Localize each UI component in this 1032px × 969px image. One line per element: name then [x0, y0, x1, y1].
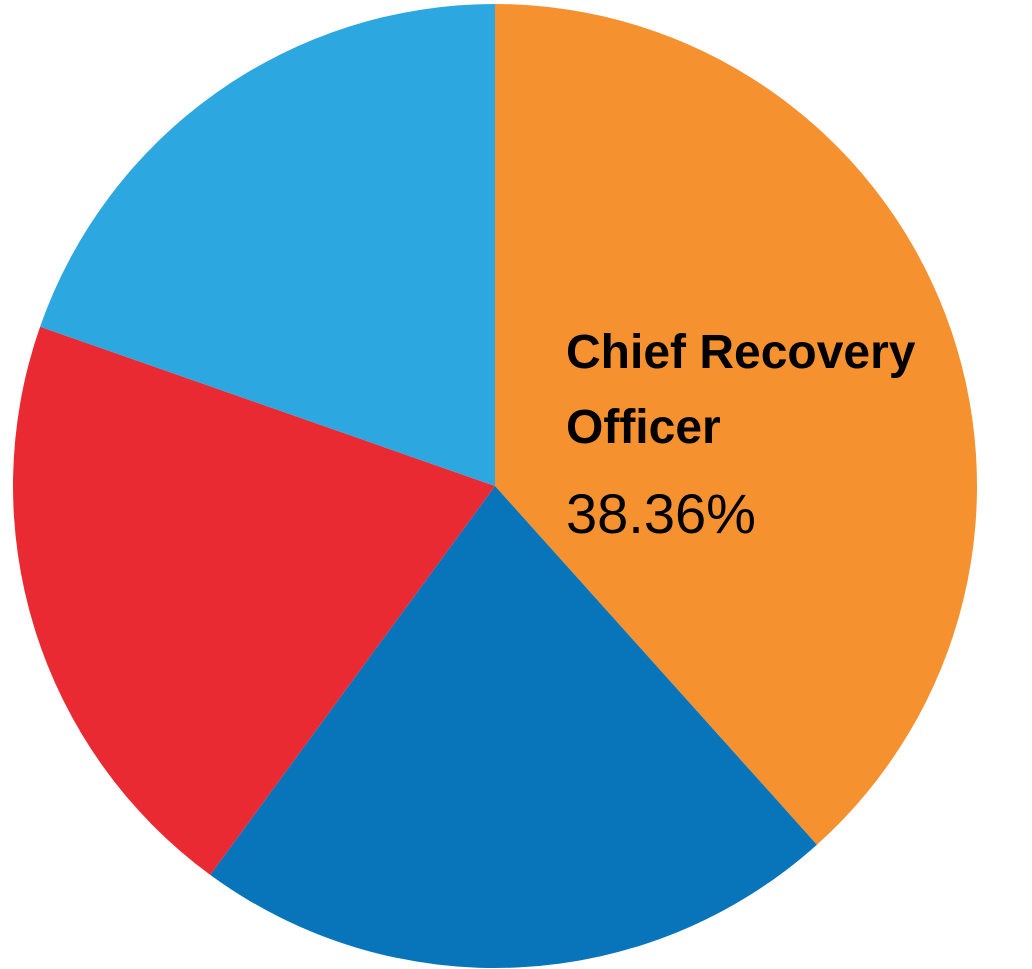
slice-label-value: 38.36%: [566, 482, 756, 545]
pie-slice-1: [495, 4, 978, 845]
slice-label-name-line-2: Officer: [566, 401, 721, 454]
pie-slice-4: [40, 4, 495, 486]
pie-slices: [13, 4, 978, 969]
slice-label-name-line-1: Chief Recovery: [566, 326, 916, 379]
pie-slice-2: [210, 486, 817, 969]
pie-slice-3: [13, 326, 496, 875]
